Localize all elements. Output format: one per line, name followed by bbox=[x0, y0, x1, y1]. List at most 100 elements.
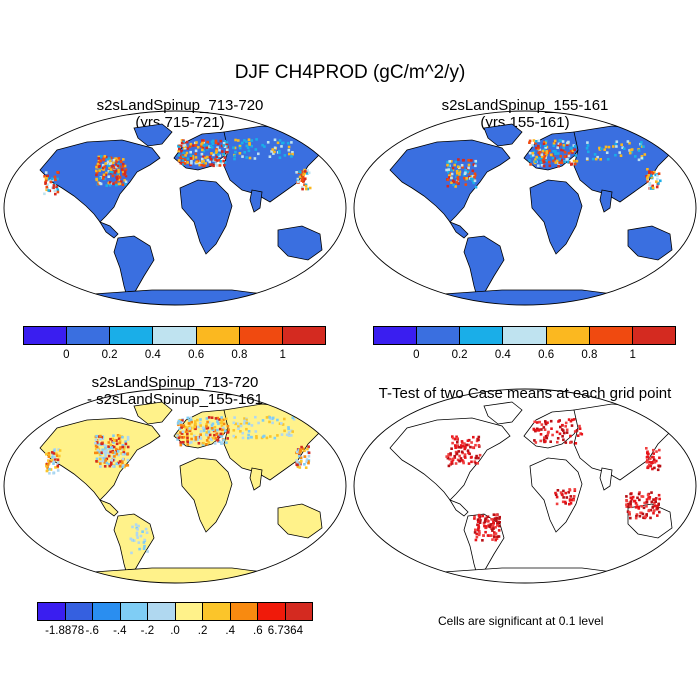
grid-cell bbox=[110, 446, 113, 449]
grid-cell bbox=[53, 189, 57, 192]
grid-cell bbox=[492, 535, 496, 538]
grid-cell bbox=[232, 421, 236, 425]
map-case2 bbox=[352, 110, 698, 306]
grid-cell bbox=[638, 498, 641, 502]
grid-cell bbox=[210, 158, 213, 161]
grid-cell bbox=[646, 180, 649, 183]
grid-cell bbox=[189, 163, 192, 167]
grid-cell bbox=[486, 519, 489, 522]
grid-cell bbox=[628, 513, 631, 516]
grid-cell bbox=[463, 453, 467, 456]
grid-cell bbox=[210, 423, 214, 427]
grid-cell bbox=[456, 176, 460, 179]
grid-cell bbox=[544, 440, 547, 443]
grid-cell bbox=[216, 420, 219, 424]
grid-cell bbox=[562, 489, 565, 493]
grid-cell bbox=[57, 448, 60, 451]
grid-cell bbox=[572, 495, 576, 498]
grid-cell bbox=[109, 443, 112, 447]
grid-cell bbox=[306, 169, 309, 172]
grid-cell bbox=[58, 454, 61, 458]
grid-cell bbox=[143, 544, 146, 548]
grid-cell bbox=[118, 441, 122, 445]
grid-cell bbox=[544, 146, 547, 149]
land-mass bbox=[463, 235, 505, 301]
grid-cell bbox=[544, 144, 547, 147]
grid-cell bbox=[217, 159, 220, 162]
grid-cell bbox=[49, 180, 53, 184]
grid-cell bbox=[534, 160, 537, 163]
grid-cell bbox=[118, 465, 122, 468]
grid-cell bbox=[111, 445, 114, 448]
grid-cell bbox=[123, 164, 127, 168]
grid-cell bbox=[477, 456, 480, 460]
grid-cell bbox=[492, 522, 495, 525]
grid-cell bbox=[300, 170, 304, 174]
grid-cell bbox=[451, 457, 455, 461]
grid-cell bbox=[535, 429, 538, 432]
grid-cell bbox=[214, 437, 217, 440]
grid-cell bbox=[466, 449, 470, 452]
grid-cell bbox=[559, 154, 563, 158]
grid-cell bbox=[95, 173, 98, 177]
grid-cell bbox=[186, 443, 190, 446]
grid-cell bbox=[652, 509, 656, 513]
grid-cell bbox=[557, 420, 560, 423]
grid-cell bbox=[183, 143, 187, 147]
grid-cell bbox=[101, 448, 104, 452]
grid-cell bbox=[648, 181, 652, 185]
grid-cell bbox=[219, 162, 223, 166]
grid-cell bbox=[286, 141, 290, 145]
grid-cell bbox=[528, 139, 532, 143]
grid-cell bbox=[102, 443, 106, 447]
grid-cell bbox=[300, 173, 303, 176]
grid-cell bbox=[112, 434, 115, 437]
grid-cell bbox=[53, 455, 56, 459]
grid-cell bbox=[135, 531, 139, 535]
grid-cell bbox=[655, 180, 658, 183]
grid-cell bbox=[454, 160, 458, 164]
grid-cell bbox=[646, 466, 650, 470]
grid-cell bbox=[213, 433, 216, 437]
grid-cell bbox=[241, 431, 244, 435]
grid-cell bbox=[194, 436, 198, 439]
grid-cell bbox=[454, 444, 457, 447]
grid-cell bbox=[634, 506, 638, 509]
grid-cell bbox=[222, 144, 225, 147]
grid-cell bbox=[560, 161, 564, 165]
grid-cell bbox=[276, 434, 279, 437]
grid-cell bbox=[206, 140, 209, 144]
grid-cell bbox=[109, 450, 112, 454]
grid-cell bbox=[473, 175, 476, 179]
grid-cell bbox=[290, 155, 293, 158]
grid-cell bbox=[225, 141, 229, 144]
grid-cell bbox=[193, 434, 196, 438]
grid-cell bbox=[557, 142, 561, 146]
grid-cell bbox=[121, 165, 125, 168]
grid-cell bbox=[544, 420, 547, 423]
grid-cell bbox=[180, 141, 184, 145]
grid-cell bbox=[571, 149, 575, 153]
grid-cell bbox=[538, 144, 542, 148]
grid-cell bbox=[100, 451, 104, 454]
grid-cell bbox=[102, 156, 105, 160]
grid-cell bbox=[115, 439, 118, 442]
grid-cell bbox=[477, 514, 481, 517]
grid-cell bbox=[649, 464, 653, 468]
grid-cell bbox=[198, 421, 202, 425]
grid-cell bbox=[121, 459, 124, 463]
grid-cell bbox=[241, 155, 244, 158]
grid-cell bbox=[446, 184, 450, 188]
grid-cell bbox=[573, 488, 577, 491]
grid-cell bbox=[450, 181, 453, 184]
grid-cell bbox=[451, 436, 455, 440]
grid-cell bbox=[636, 496, 639, 500]
grid-cell bbox=[123, 452, 126, 455]
grid-cell bbox=[296, 180, 300, 184]
grid-cell bbox=[116, 434, 120, 437]
grid-cell bbox=[563, 150, 567, 154]
grid-cell bbox=[472, 177, 475, 181]
grid-cell bbox=[477, 526, 481, 529]
grid-cell bbox=[45, 178, 48, 182]
grid-cell bbox=[176, 438, 179, 441]
